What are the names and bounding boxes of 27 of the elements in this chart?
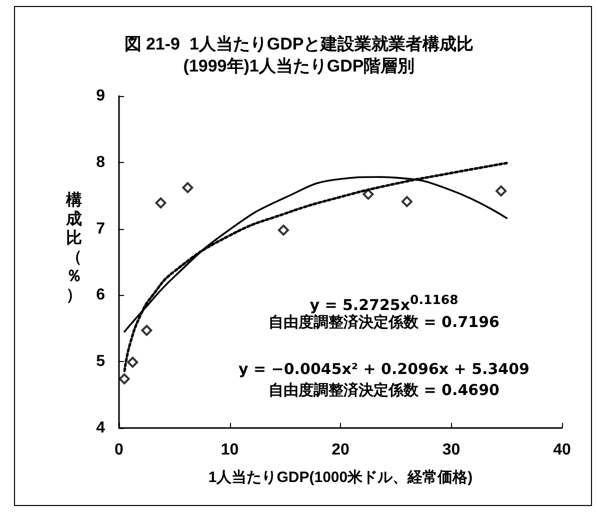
y-tick-label: 8: [96, 154, 106, 171]
point: [182, 182, 194, 194]
x-tick-label: 10: [220, 442, 239, 458]
y-tick-label: 6: [96, 286, 106, 304]
x-tick-label: 0: [114, 442, 124, 458]
point: [278, 224, 289, 236]
point: [127, 356, 138, 368]
x-tick-label: 40: [553, 442, 571, 458]
point: [141, 324, 152, 336]
chart-title: 図 21-9 1人当たりGDPと建設業就業者構成比 (1999年)1人当たりGDP階層別: [124, 34, 474, 76]
point: [155, 197, 166, 208]
annotation: 自由度調整済決定係数 = 0.4690: [268, 381, 500, 400]
x-tick-label: 20: [332, 442, 350, 458]
point: [118, 373, 130, 384]
y-tick-label: 4: [96, 420, 106, 436]
y-axis-title: 構成比（％）: [64, 190, 83, 304]
point: [362, 188, 374, 200]
point: [401, 196, 412, 208]
x-axis-title: 1人当たりGDP(1000米ドル、経常価格): [208, 469, 473, 486]
annotation: 自由度調整済決定係数 = 0.7196: [268, 313, 500, 332]
annotation: y = 5.2725x$^{0.1168}$: [310, 292, 458, 314]
y-tick-label: 9: [96, 88, 106, 104]
y-tick-label: 7: [96, 220, 106, 238]
annotation: y = −0.0045x² + 0.2096x + 5.3409: [238, 360, 530, 378]
point: [496, 185, 507, 196]
y-tick-label: 5: [96, 353, 106, 370]
x-tick-label: 30: [442, 442, 460, 458]
